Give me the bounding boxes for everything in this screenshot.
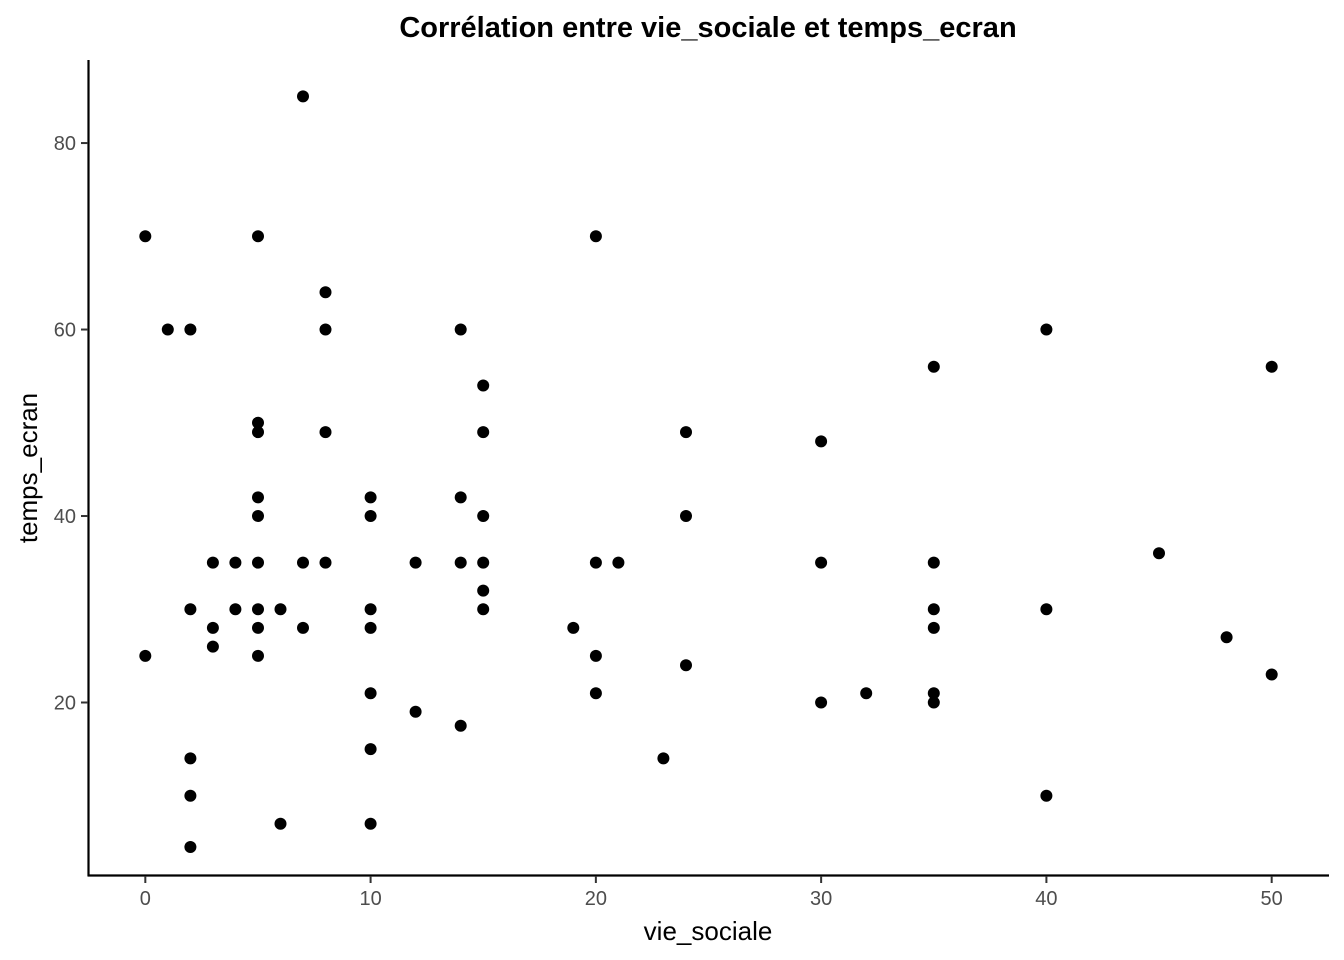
data-point-37	[364, 817, 377, 830]
chart-title: Corrélation entre vie_sociale et temps_e…	[399, 12, 1016, 44]
data-point-22	[274, 603, 287, 616]
data-point-32	[364, 510, 377, 522]
data-point-69	[927, 696, 940, 709]
data-point-28	[319, 323, 332, 336]
data-point-61	[815, 556, 828, 569]
data-point-46	[477, 510, 490, 522]
x-tick-label-20: 20	[585, 888, 607, 910]
data-point-68	[927, 687, 940, 700]
data-point-52	[589, 556, 602, 569]
data-point-39	[409, 705, 422, 718]
x-tick-label-0: 0	[140, 888, 151, 910]
data-point-73	[1153, 547, 1165, 560]
data-point-70	[1040, 323, 1053, 336]
data-point-76	[1265, 668, 1278, 681]
data-point-1	[139, 649, 152, 662]
data-point-2	[161, 323, 174, 336]
data-point-26	[297, 621, 309, 634]
y-axis-ticks: 20 40 60 80	[54, 133, 88, 715]
data-point-3	[184, 323, 197, 336]
data-point-6	[184, 789, 197, 802]
x-axis-label: vie_sociale	[644, 916, 773, 946]
data-point-17	[252, 510, 264, 522]
data-point-35	[364, 687, 377, 700]
data-point-15	[252, 426, 264, 439]
data-point-16	[252, 491, 264, 504]
data-point-72	[1040, 789, 1053, 802]
x-tick-label-50: 50	[1261, 888, 1283, 910]
x-tick-label-40: 40	[1035, 888, 1057, 910]
x-tick-label-30: 30	[810, 888, 832, 910]
data-point-71	[1040, 603, 1053, 616]
data-point-48	[477, 584, 490, 597]
data-point-54	[589, 687, 602, 700]
data-point-74	[1220, 631, 1233, 644]
data-point-47	[477, 556, 490, 569]
data-point-44	[477, 379, 490, 392]
data-point-14	[252, 416, 264, 429]
data-point-31	[364, 491, 377, 504]
x-axis-ticks: 0 10 20 30 40 50	[140, 876, 1283, 910]
data-point-27	[319, 286, 332, 299]
data-point-38	[409, 556, 422, 569]
data-point-49	[477, 603, 490, 616]
data-point-67	[927, 621, 940, 634]
data-point-34	[364, 621, 377, 634]
data-point-9	[206, 621, 219, 634]
data-point-50	[567, 621, 580, 634]
data-point-57	[680, 426, 692, 439]
data-point-56	[657, 752, 670, 765]
data-points	[139, 90, 1278, 853]
y-tick-label-80: 80	[54, 133, 76, 155]
y-tick-label-20: 20	[54, 693, 76, 715]
data-point-65	[927, 556, 940, 569]
data-point-53	[589, 649, 602, 662]
data-point-18	[252, 556, 264, 569]
y-axis-label: temps_ecran	[13, 393, 43, 543]
data-point-40	[454, 323, 467, 336]
data-point-64	[927, 360, 940, 373]
data-point-29	[319, 426, 332, 439]
data-point-55	[612, 556, 625, 569]
data-point-20	[252, 621, 264, 634]
data-point-7	[184, 841, 197, 853]
data-point-23	[274, 817, 287, 830]
data-point-30	[319, 556, 332, 569]
data-point-41	[454, 491, 467, 504]
data-point-8	[206, 556, 219, 569]
data-point-45	[477, 426, 490, 439]
data-point-62	[815, 696, 828, 709]
data-point-10	[206, 640, 219, 653]
data-point-13	[252, 230, 264, 243]
data-point-24	[297, 90, 309, 103]
data-point-33	[364, 603, 377, 616]
data-point-36	[364, 743, 377, 756]
data-point-66	[927, 603, 940, 616]
data-point-0	[139, 230, 152, 243]
data-point-12	[229, 603, 242, 616]
data-point-60	[815, 435, 828, 448]
data-point-51	[589, 230, 602, 243]
data-point-63	[860, 687, 873, 700]
x-tick-label-10: 10	[359, 888, 381, 910]
data-point-21	[252, 649, 264, 662]
data-point-42	[454, 556, 467, 569]
data-point-5	[184, 752, 197, 765]
data-point-43	[454, 719, 467, 732]
data-point-75	[1265, 360, 1278, 373]
data-point-58	[680, 510, 692, 522]
data-point-11	[229, 556, 242, 569]
data-point-4	[184, 603, 197, 616]
data-point-59	[680, 659, 692, 672]
data-point-25	[297, 556, 309, 569]
y-tick-label-60: 60	[54, 320, 76, 342]
y-tick-label-40: 40	[54, 506, 76, 528]
data-point-19	[252, 603, 264, 616]
